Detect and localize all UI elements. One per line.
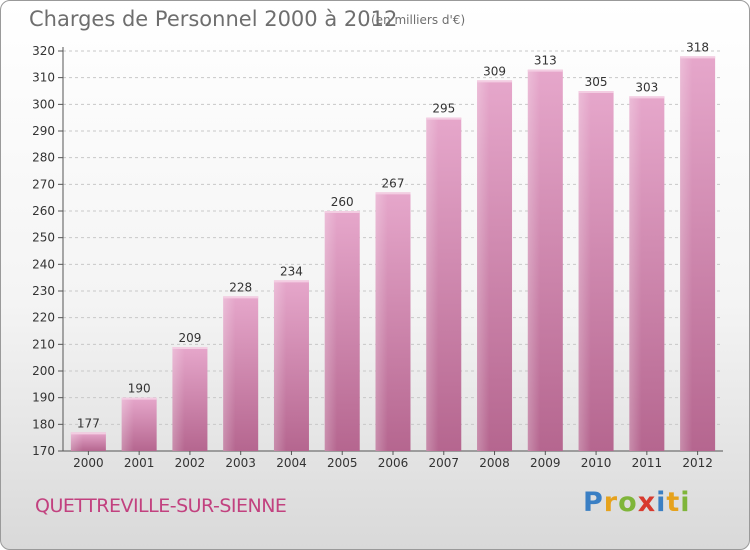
value-label: 309 (483, 64, 506, 78)
value-label: 228 (229, 280, 252, 294)
y-tick-label: 260 (32, 204, 55, 218)
y-tick-label: 240 (32, 257, 55, 271)
bar-highlight (324, 211, 337, 451)
value-label: 177 (77, 416, 100, 430)
y-tick-label: 210 (32, 337, 55, 351)
y-tick-label: 230 (32, 284, 55, 298)
value-label: 318 (686, 40, 709, 54)
value-label: 267 (382, 176, 405, 190)
value-label: 305 (585, 75, 608, 89)
chart-title: Charges de Personnel 2000 à 2012 (29, 7, 398, 31)
bar-highlight (172, 347, 185, 451)
y-tick-label: 290 (32, 124, 55, 138)
y-tick-label: 250 (32, 231, 55, 245)
value-label: 313 (534, 54, 557, 68)
x-tick-label: 2010 (581, 456, 612, 470)
commune-name: QUETTREVILLE-SUR-SIENNE (35, 495, 287, 517)
bar-highlight (477, 80, 490, 451)
bar-highlight (121, 397, 134, 451)
x-tick-label: 2007 (428, 456, 459, 470)
proxiti-logo[interactable]: Proxiti (583, 487, 691, 518)
value-label: 303 (635, 80, 658, 94)
bars (70, 56, 716, 452)
y-tick-label: 180 (32, 417, 55, 431)
x-tick-label: 2001 (124, 456, 155, 470)
value-label: 295 (432, 102, 455, 116)
bar-highlight (70, 432, 84, 451)
y-tick-label: 200 (32, 364, 55, 378)
bar-highlight (527, 69, 541, 452)
value-labels: 177 190 209 228 234 260 267 295 309 313 305 303 318 (77, 40, 709, 430)
chart-subtitle: (en milliers d'€) (371, 13, 466, 27)
x-tick-label: 2011 (632, 456, 663, 470)
x-tick-label: 2004 (276, 456, 307, 470)
x-tick-label: 2000 (73, 456, 104, 470)
y-tick-label: 220 (32, 311, 55, 325)
x-tick-label: 2009 (530, 456, 561, 470)
bar-highlight (629, 96, 642, 451)
bar-highlight (426, 117, 439, 452)
x-tick-label: 2002 (175, 456, 206, 470)
x-tick-label: 2003 (225, 456, 256, 470)
x-tick-label: 2006 (378, 456, 409, 470)
bar-highlight (375, 192, 388, 452)
x-tick-label: 2005 (327, 456, 358, 470)
axes: 170 180 190 200 210 220 230 240 250 260 270 280 290 3… (32, 44, 723, 470)
value-label: 260 (331, 195, 354, 209)
value-label: 190 (128, 382, 151, 396)
bar-highlight (273, 280, 287, 451)
y-tick-label: 300 (32, 97, 55, 111)
y-tick-label: 280 (32, 151, 55, 165)
y-tick-label: 190 (32, 391, 55, 405)
bar-highlight (578, 91, 591, 451)
value-label: 234 (280, 264, 303, 278)
x-tick-label: 2008 (479, 456, 510, 470)
y-tick-label: 170 (32, 444, 55, 458)
y-tick-label: 320 (32, 44, 55, 58)
value-label: 209 (178, 331, 201, 345)
y-tick-label: 270 (32, 177, 55, 191)
x-tick-label: 2012 (682, 456, 713, 470)
y-tick-label: 310 (32, 71, 55, 85)
bar-highlight (680, 56, 693, 451)
bar-highlight (223, 296, 236, 451)
